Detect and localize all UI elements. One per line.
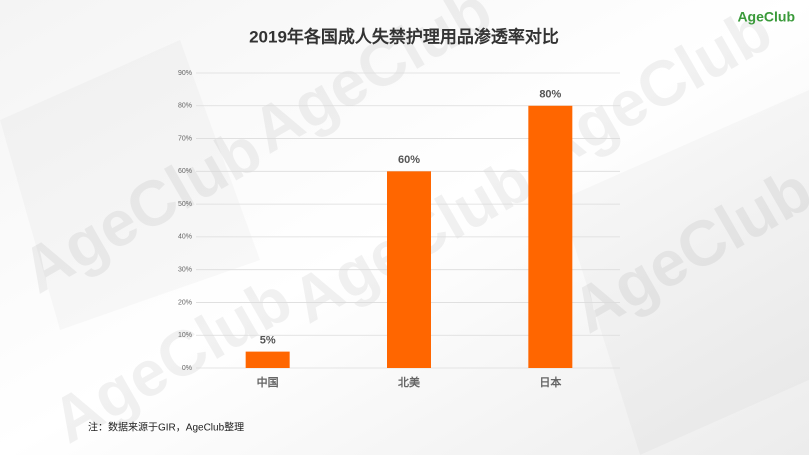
y-tick-label: 80% [178, 103, 192, 110]
bar [387, 171, 431, 368]
chart-title: 2019年各国成人失禁护理用品渗透率对比 [249, 26, 559, 46]
bar [528, 105, 573, 369]
x-tick-label: 日本 [539, 375, 561, 389]
x-tick-label: 北美 [398, 375, 421, 389]
y-tick-label: 0% [182, 365, 192, 372]
source-note: 注：数据来源于GIR，AgeClub整理 [88, 421, 244, 434]
y-tick-label: 50% [178, 201, 192, 208]
data-label: 80% [539, 89, 561, 101]
y-tick-label: 70% [178, 135, 192, 142]
y-tick-label: 20% [178, 299, 192, 306]
y-tick-label: 40% [178, 234, 192, 241]
y-tick-label: 60% [178, 168, 192, 175]
data-label: 60% [398, 154, 420, 166]
y-tick-label: 10% [178, 332, 192, 339]
bar [245, 351, 290, 368]
logo: AgeClub [737, 9, 795, 25]
x-tick-label: 中国 [257, 375, 279, 389]
y-tick-label: 90% [178, 70, 192, 77]
y-tick-label: 30% [178, 267, 192, 274]
data-label: 5% [260, 335, 276, 347]
